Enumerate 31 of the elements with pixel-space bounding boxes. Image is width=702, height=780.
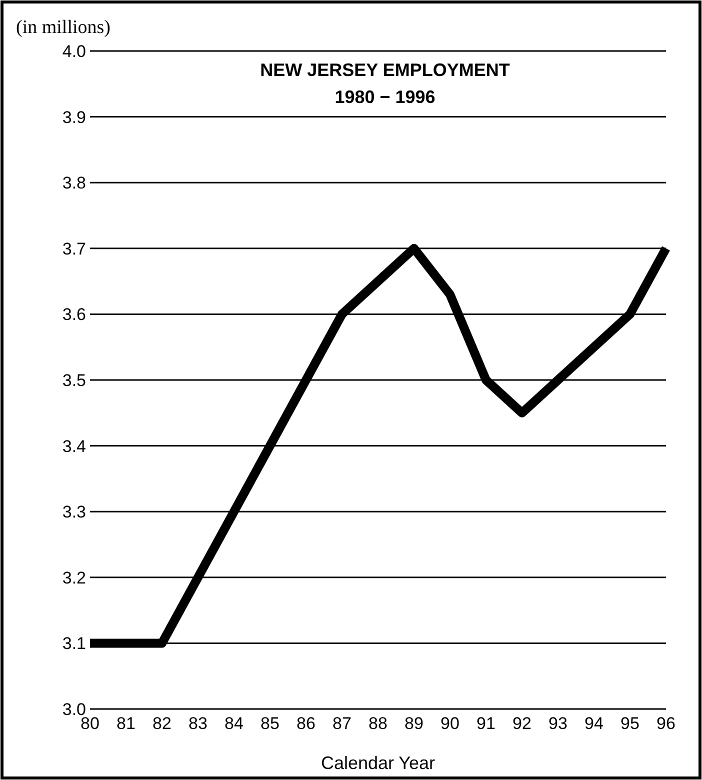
x-tick-label: 87 xyxy=(332,714,352,733)
y-tick-label: 3.4 xyxy=(62,436,86,456)
x-tick-label: 94 xyxy=(584,714,604,733)
x-tick-label: 92 xyxy=(512,714,532,733)
y-tick-label: 3.6 xyxy=(62,305,86,324)
y-tick-label: 3.5 xyxy=(62,370,86,390)
y-axis-title: (in millions) xyxy=(16,17,110,38)
x-tick-label: 96 xyxy=(656,714,676,733)
x-tick-label: 86 xyxy=(296,714,316,733)
x-tick-label: 83 xyxy=(188,714,208,733)
x-tick-label: 91 xyxy=(476,714,496,733)
x-tick-label: 81 xyxy=(116,714,136,733)
x-tick-label: 80 xyxy=(80,714,100,733)
y-tick-label: 3.9 xyxy=(62,108,86,127)
x-tick-label: 93 xyxy=(548,714,568,733)
y-tick-label: 3.2 xyxy=(62,568,86,588)
y-tick-label: 3.3 xyxy=(62,502,86,522)
x-tick-label: 88 xyxy=(368,714,388,733)
y-tick-label: 3.7 xyxy=(62,239,86,258)
text: 1980 − 1996 xyxy=(334,87,436,107)
x-tick-label: 84 xyxy=(224,714,244,733)
y-tick-label: 3.1 xyxy=(62,634,86,654)
x-tick-label: 82 xyxy=(152,714,172,733)
x-tick-label: 89 xyxy=(404,714,424,733)
y-tick-label: 4.0 xyxy=(62,42,86,61)
x-tick-label: 90 xyxy=(440,714,460,733)
x-axis-title: Calendar Year xyxy=(320,753,436,773)
x-tick-label: 85 xyxy=(260,714,280,733)
text: NEW JERSEY EMPLOYMENT xyxy=(260,60,510,80)
y-tick-label: 3.8 xyxy=(62,174,86,193)
x-tick-label: 95 xyxy=(620,714,640,733)
